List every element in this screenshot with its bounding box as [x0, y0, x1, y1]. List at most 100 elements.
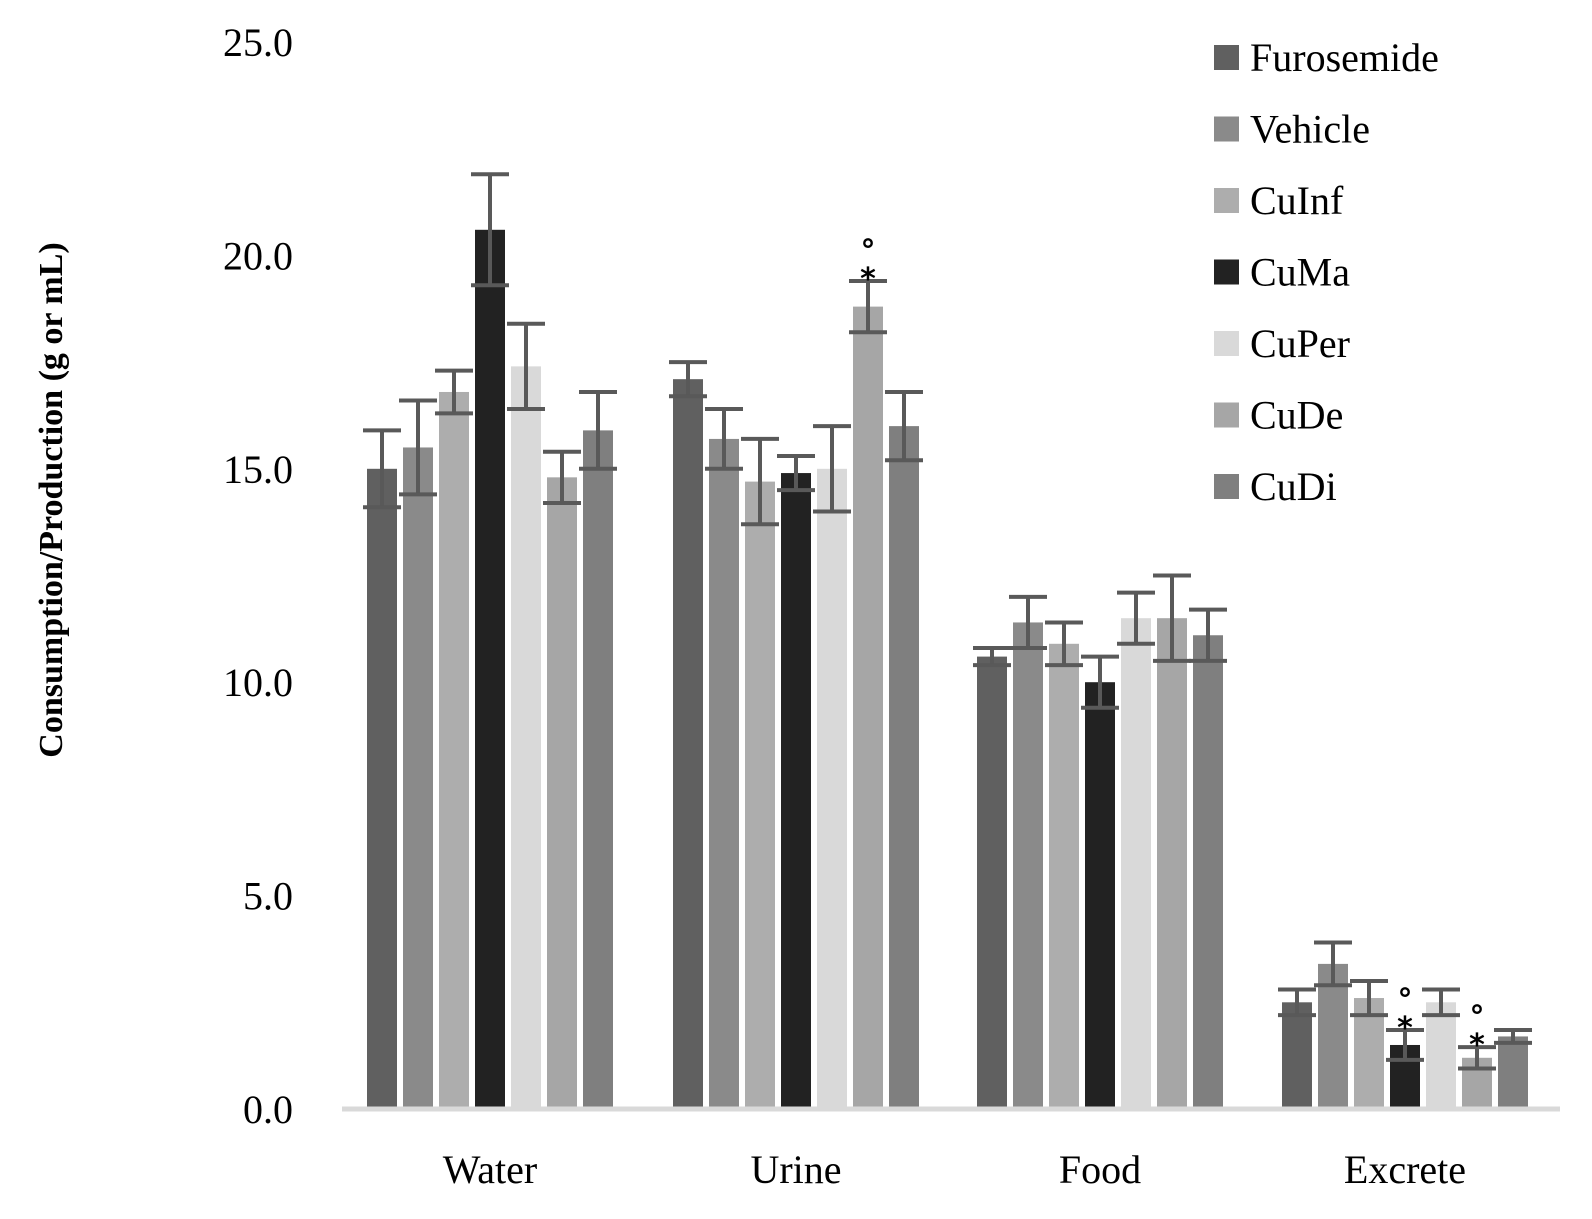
bar-food-cude — [1157, 618, 1187, 1109]
error-bar-food-cuinf — [1045, 620, 1083, 668]
legend-label: Vehicle — [1250, 107, 1370, 152]
legend-label: CuPer — [1250, 321, 1350, 366]
error-bar-excrete-cuper — [1422, 987, 1460, 1018]
legend-item: Furosemide — [1214, 35, 1439, 80]
error-bar-food-cudi — [1189, 607, 1227, 663]
bar-food-vehicle — [1013, 622, 1043, 1109]
error-bar-water-cudi — [579, 389, 617, 471]
asterisk-mark: * — [860, 262, 876, 297]
bar-water-cuinf — [439, 391, 469, 1109]
bar-urine-cuma — [781, 473, 811, 1109]
bar-water-cudi — [583, 430, 613, 1109]
legend-label: Furosemide — [1250, 35, 1439, 80]
bar-excrete-furosemide — [1282, 1002, 1312, 1109]
bar-excrete-cudi — [1498, 1036, 1528, 1109]
bar-food-cuma — [1085, 682, 1115, 1109]
bar-water-cuma — [475, 229, 505, 1110]
legend-swatch — [1214, 116, 1239, 142]
error-bar-water-cuper — [507, 321, 545, 412]
error-bar-food-furosemide — [973, 646, 1011, 668]
bar-water-cuper — [511, 366, 541, 1109]
bar-food-cuper — [1121, 618, 1151, 1109]
bar-water-vehicle — [403, 447, 433, 1110]
bar-water-cude — [547, 477, 577, 1109]
error-bar-urine-cuper — [813, 424, 851, 514]
error-bar-food-cuper — [1117, 590, 1155, 646]
error-bar-excrete-furosemide — [1278, 987, 1316, 1018]
legend-swatch — [1214, 45, 1239, 70]
bar-urine-furosemide — [673, 379, 703, 1109]
legend-item: CuMa — [1214, 250, 1350, 295]
error-bar-urine-furosemide — [669, 360, 707, 399]
error-bar-urine-cude — [849, 279, 887, 335]
y-axis-title: Consumption/Production (g or mL) — [33, 242, 70, 757]
error-bar-water-cude — [543, 449, 581, 505]
error-bar-excrete-cudi — [1494, 1028, 1532, 1045]
bar-food-furosemide — [977, 656, 1007, 1109]
legend-item: CuDi — [1214, 464, 1337, 509]
error-bar-water-cuma — [471, 172, 509, 288]
error-bar-urine-vehicle — [705, 407, 743, 471]
bars — [367, 229, 1528, 1110]
significance-annotations: *°*°*° — [860, 234, 1485, 1063]
y-axis-ticks: 0.0 5.0 10.0 15.0 20.0 25.0 — [223, 20, 293, 1132]
y-tick-label: 25.0 — [223, 20, 293, 65]
y-tick-label: 10.0 — [223, 660, 293, 705]
y-tick-label: 0.0 — [243, 1087, 293, 1132]
legend-label: CuDi — [1250, 464, 1337, 509]
error-bar-food-vehicle — [1009, 594, 1047, 651]
degree-mark: ° — [1398, 983, 1413, 1018]
error-bars — [363, 172, 1532, 1071]
legend: Furosemide Vehicle CuInf CuMa CuPer CuDe CuDi — [1214, 35, 1439, 509]
legend-swatch — [1214, 402, 1239, 428]
error-bar-excrete-cude — [1458, 1045, 1496, 1071]
error-bar-excrete-vehicle — [1314, 940, 1352, 988]
error-bar-urine-cuinf — [741, 436, 779, 527]
x-tick-label: Water — [443, 1147, 538, 1192]
x-tick-label: Food — [1059, 1147, 1141, 1192]
y-tick-label: 20.0 — [223, 233, 293, 278]
error-bar-excrete-cuinf — [1350, 978, 1388, 1018]
error-bar-water-vehicle — [399, 398, 437, 497]
bar-urine-cudi — [889, 426, 919, 1109]
y-axis-title-group: Consumption/Production (g or mL) — [33, 242, 70, 757]
legend-swatch — [1214, 259, 1239, 285]
bar-urine-cude — [853, 306, 883, 1110]
bar-water-furosemide — [367, 468, 397, 1109]
significance-mark: *° — [860, 234, 876, 297]
legend-swatch — [1214, 188, 1239, 213]
legend-label: CuInf — [1250, 178, 1344, 223]
bar-urine-cuper — [817, 468, 847, 1109]
y-tick-label: 15.0 — [223, 447, 293, 492]
asterisk-mark: * — [1397, 1011, 1413, 1046]
bar-excrete-cuper — [1426, 1002, 1456, 1109]
error-bar-urine-cuma — [777, 453, 815, 493]
error-bar-water-furosemide — [363, 428, 401, 510]
x-axis-labels: Water Urine Food Excrete — [443, 1147, 1466, 1192]
legend-item: CuDe — [1214, 393, 1343, 438]
x-tick-label: Urine — [750, 1147, 841, 1192]
bar-food-cudi — [1193, 635, 1223, 1109]
legend-swatch — [1214, 474, 1239, 499]
asterisk-mark: * — [1469, 1028, 1485, 1063]
legend-swatch — [1214, 331, 1239, 356]
error-bar-water-cuinf — [435, 368, 473, 416]
error-bar-urine-cudi — [885, 389, 923, 463]
bar-excrete-vehicle — [1318, 963, 1348, 1109]
y-tick-label: 5.0 — [243, 874, 293, 919]
legend-item: Vehicle — [1214, 107, 1370, 152]
legend-label: CuDe — [1250, 393, 1343, 438]
error-bar-food-cude — [1153, 573, 1191, 663]
significance-mark: *° — [1397, 983, 1413, 1046]
degree-mark: ° — [1470, 1000, 1485, 1035]
legend-label: CuMa — [1250, 250, 1350, 295]
error-bar-excrete-cuma — [1386, 1028, 1424, 1062]
legend-item: CuPer — [1214, 321, 1350, 366]
x-tick-label: Excrete — [1344, 1147, 1466, 1192]
legend-item: CuInf — [1214, 178, 1344, 223]
bar-urine-cuinf — [745, 481, 775, 1109]
error-bar-food-cuma — [1081, 654, 1119, 710]
significance-mark: *° — [1469, 1000, 1485, 1063]
degree-mark: ° — [861, 234, 876, 269]
